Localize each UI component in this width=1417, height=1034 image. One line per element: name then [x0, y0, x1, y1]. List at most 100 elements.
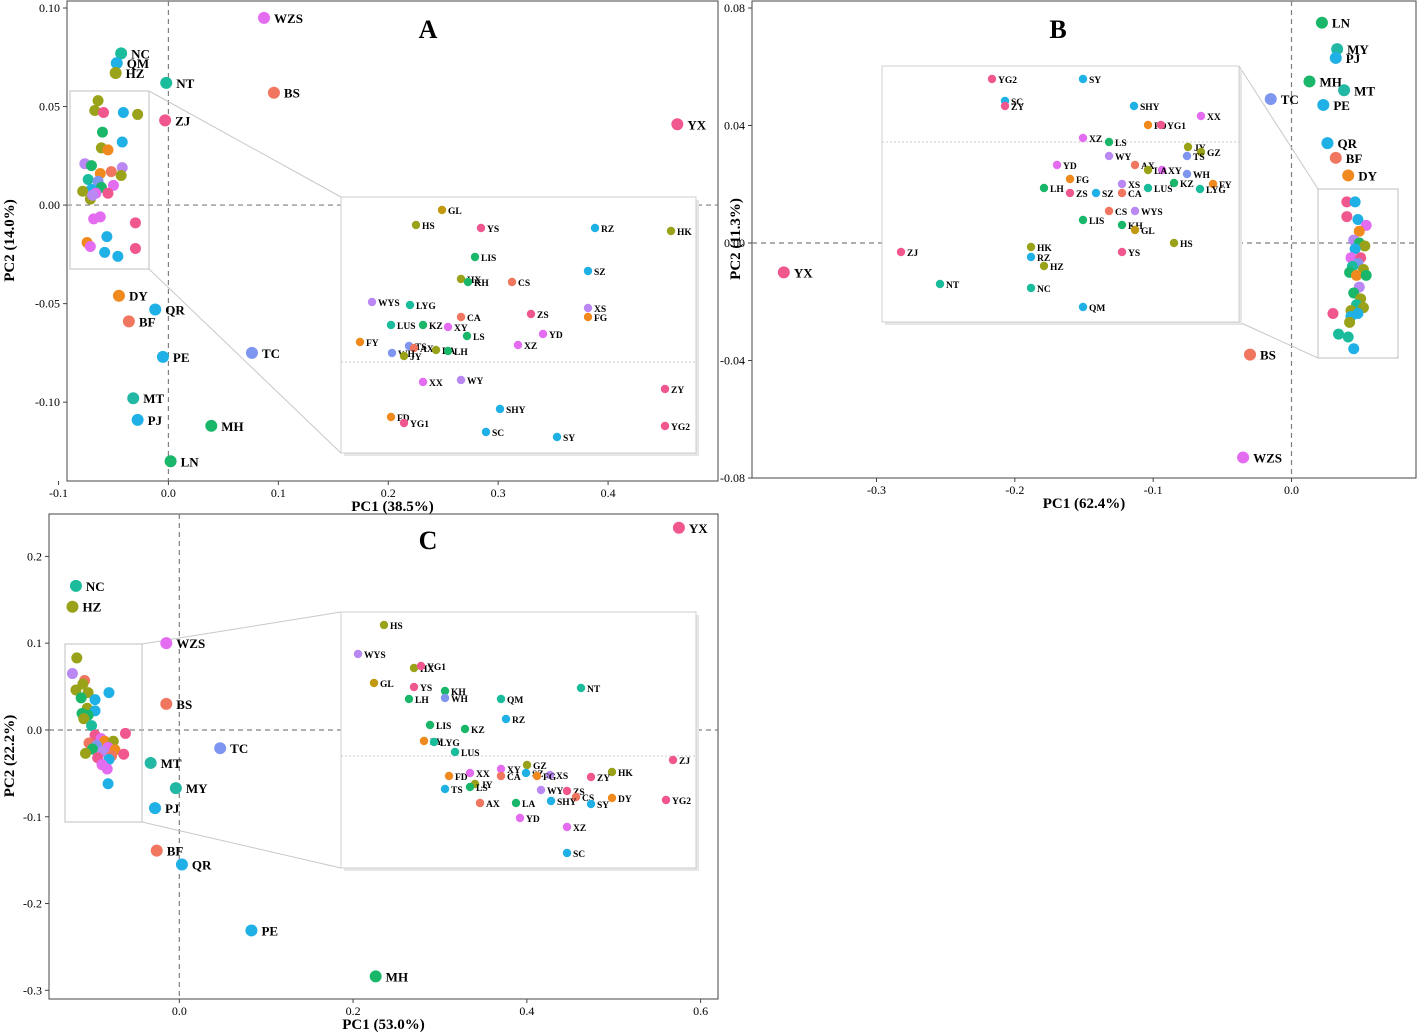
point-label: MH	[1319, 74, 1341, 89]
inset-point-label: WYS	[364, 651, 386, 661]
y-tick-label: 0.00	[39, 198, 60, 212]
cluster-point	[116, 136, 128, 148]
inset-point-xz	[562, 822, 572, 832]
x-tick-label: -0.3	[867, 483, 886, 497]
inset-point-wy	[1104, 151, 1114, 161]
inset-point-label: XZ	[573, 824, 586, 834]
inset-point-label: HK	[677, 228, 692, 238]
inset-point-ls	[1104, 137, 1114, 147]
inset-point-label: YS	[1128, 249, 1140, 259]
inset-point-label: YG2	[671, 423, 690, 433]
inset-point-label: XX	[476, 770, 490, 780]
inset-point-gl	[369, 678, 379, 688]
inset-point-label: FY	[1219, 181, 1232, 191]
cluster-point	[1351, 269, 1363, 281]
inset-point-yg1	[416, 661, 426, 671]
x-tick-label: 0.2	[346, 1004, 361, 1018]
y-tick-label: -0.2	[23, 897, 42, 911]
inset-point-label: KZ	[471, 726, 485, 736]
cluster-point	[86, 720, 98, 732]
x-axis-label: PC1 (62.4%)	[1043, 496, 1126, 512]
cluster-point	[87, 189, 99, 201]
inset-point-nc	[1026, 283, 1036, 293]
panel-a: -0.1 0.0 0.1 0.2 0.3 0.4 0.10 0.05 0.00 -0.05 -0.1…	[2, 0, 719, 515]
point-hz	[109, 67, 122, 80]
inset-point-lh	[404, 694, 414, 704]
inset-point-shy	[546, 796, 556, 806]
inset-point-ax	[409, 343, 419, 353]
point-tc	[1264, 93, 1277, 106]
inset-point-qm	[1078, 302, 1088, 312]
inset-point-fd	[386, 412, 396, 422]
point-bs	[267, 86, 280, 99]
inset-point-label: TS	[451, 786, 463, 796]
inset-point-label: SHY	[557, 798, 577, 808]
inset-point-sy	[552, 432, 562, 442]
cluster-point	[117, 106, 129, 118]
point-zj	[159, 114, 172, 127]
cluster-point	[71, 652, 83, 664]
point-label: QR	[165, 303, 185, 318]
point-label: BF	[139, 314, 156, 329]
inset-point-label: SC	[492, 429, 504, 439]
x-tick-label: -0.1	[49, 486, 68, 500]
cluster-point	[70, 684, 82, 696]
point-tc	[214, 742, 227, 755]
point-my	[1331, 43, 1344, 56]
inset-point-label: RZ	[1037, 254, 1050, 264]
x-tick-label: 0.0	[172, 1004, 187, 1018]
inset-point-xz	[513, 340, 523, 350]
inset-point-lis	[425, 720, 435, 730]
point-yx	[671, 118, 684, 131]
inset-point-label: CA	[467, 314, 481, 324]
inset-frame	[340, 196, 697, 454]
inset-point-yg2	[987, 74, 997, 84]
cluster-point	[102, 144, 114, 156]
y-tick-label: 0.05	[39, 100, 60, 114]
y-tick-label: -0.1	[23, 810, 42, 824]
inset-point-shy	[1129, 101, 1139, 111]
point-label: HZ	[126, 66, 145, 81]
inset-point-la	[431, 345, 441, 355]
inset-point-la	[1143, 165, 1153, 175]
x-tick-label: 0.0	[1284, 483, 1299, 497]
inset-point-cs	[507, 277, 517, 287]
point-tc	[245, 346, 258, 359]
panel-title: A	[419, 15, 438, 44]
inset-point-label: XY	[454, 324, 468, 334]
x-tick-label: -0.2	[1005, 483, 1024, 497]
x-tick-label: 0.1	[271, 486, 286, 500]
cluster-point	[1349, 196, 1361, 208]
inset-point-label: HZ	[1050, 263, 1064, 273]
inset-point-cs	[1104, 206, 1114, 216]
point-label: PE	[261, 923, 278, 938]
inset-point-sz	[521, 768, 531, 778]
inset-point-label: SHY	[506, 406, 526, 416]
inset-point-label: FG	[1076, 176, 1090, 186]
cluster-point	[84, 240, 96, 252]
y-tick-label: 0.2	[27, 549, 42, 563]
inset-point-ca	[1117, 188, 1127, 198]
inset-point-label: YG1	[427, 663, 446, 673]
inset-point-ls	[462, 331, 472, 341]
cluster-point	[103, 687, 115, 699]
cluster-point	[129, 242, 141, 254]
point-pj	[131, 413, 144, 426]
inset-point-ax	[475, 798, 485, 808]
point-qr	[1321, 137, 1334, 150]
point-label: PE	[1333, 98, 1350, 113]
inset-point-label: SC	[1011, 98, 1023, 108]
inset-point-label: WY	[547, 787, 564, 797]
point-bf	[1329, 151, 1342, 164]
inset-point-shy	[495, 404, 505, 414]
inset-point-label: NT	[587, 685, 601, 695]
cluster-point	[101, 231, 113, 243]
inset-point-label: XZ	[1089, 135, 1102, 145]
point-label: LN	[1332, 16, 1351, 31]
point-label: QR	[192, 857, 212, 872]
inset-point-label: LIS	[436, 722, 451, 732]
point-wzs	[160, 637, 173, 650]
inset-point-label: HS	[1180, 240, 1193, 250]
inset-point-rz	[1026, 252, 1036, 262]
y-tick-label: 0.08	[724, 1, 745, 15]
